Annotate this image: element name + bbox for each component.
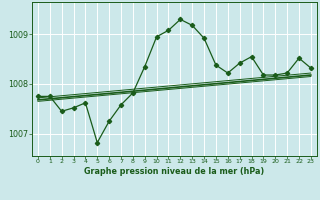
X-axis label: Graphe pression niveau de la mer (hPa): Graphe pression niveau de la mer (hPa) (84, 167, 265, 176)
